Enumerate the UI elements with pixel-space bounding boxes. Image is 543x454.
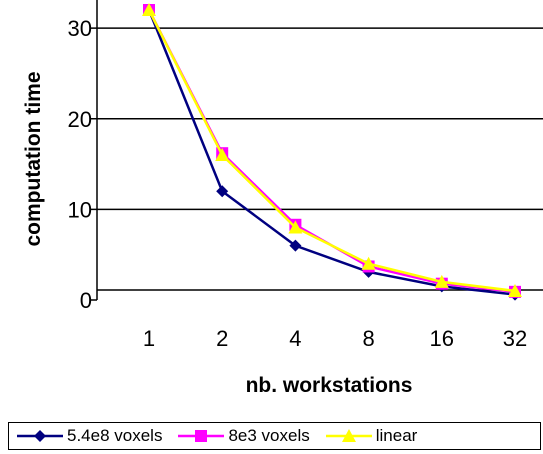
y-tick-label: 10 — [68, 197, 92, 222]
x-tick-label: 2 — [216, 326, 228, 351]
x-tick-label: 16 — [430, 326, 454, 351]
legend-label-series-3: linear — [375, 426, 418, 445]
series-line — [147, 9, 516, 293]
x-axis-tick-labels: 1 2 4 8 16 32 — [143, 326, 527, 351]
x-tick-label: 32 — [503, 326, 527, 351]
series-2 — [143, 4, 521, 298]
series-line — [147, 9, 516, 296]
series-1 — [143, 4, 521, 301]
data-point — [289, 239, 302, 252]
data-point — [142, 3, 156, 16]
series-3 — [142, 3, 522, 297]
x-tick-label: 1 — [143, 326, 155, 351]
data-point — [361, 256, 376, 270]
x-tick-label: 8 — [362, 326, 374, 351]
legend-swatch-series-3 — [325, 429, 372, 442]
data-point — [434, 274, 449, 288]
legend: 5.4e8 voxels 8e3 voxels linear — [8, 422, 541, 450]
line-chart: 0 10 20 30 1 2 4 8 16 32 computation time nb. wo… — [22, 0, 543, 397]
series-layer — [142, 3, 522, 301]
gridlines — [90, 0, 543, 301]
legend-item-series-2: 8e3 voxels — [178, 426, 310, 446]
y-axis-label: computation time — [22, 71, 45, 246]
legend-item-series-1: 5.4e8 voxels — [17, 426, 162, 446]
x-axis-label: nb. workstations — [246, 374, 413, 397]
legend-swatch-series-1 — [17, 430, 63, 442]
y-axis-tick-labels: 0 10 20 30 — [68, 16, 92, 313]
y-tick-label: 30 — [68, 16, 92, 41]
legend-swatch-series-2 — [178, 430, 225, 442]
legend-label-series-1: 5.4e8 voxels — [67, 426, 163, 445]
data-point — [288, 220, 303, 234]
x-tick-label: 4 — [289, 326, 301, 351]
data-point — [508, 283, 522, 297]
series-line — [147, 9, 516, 294]
data-point — [215, 148, 230, 161]
legend-item-series-3: linear — [325, 426, 418, 446]
y-tick-label: 20 — [68, 107, 92, 132]
y-tick-label: 0 — [80, 288, 92, 313]
data-point — [216, 185, 229, 198]
legend-label-series-2: 8e3 voxels — [228, 426, 310, 445]
